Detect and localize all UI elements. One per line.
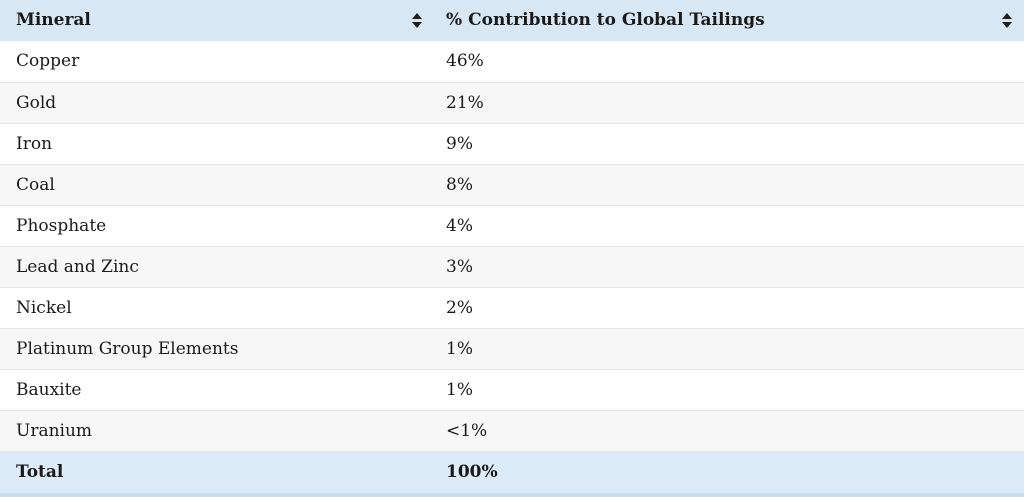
column-header-mineral-label: Mineral: [16, 10, 91, 30]
mineral-cell: Coal: [16, 174, 55, 195]
table-row: Uranium <1%: [0, 410, 1024, 451]
sort-updown-icon[interactable]: [412, 13, 422, 28]
table-row: Iron 9%: [0, 123, 1024, 164]
table-row: Bauxite 1%: [0, 369, 1024, 410]
sort-down-arrow-icon: [1002, 22, 1012, 28]
table-header-row: Mineral % Contribution to Global Tailing…: [0, 0, 1024, 41]
sort-up-arrow-icon: [1002, 13, 1012, 19]
mineral-cell: Phosphate: [16, 215, 107, 236]
sort-down-arrow-icon: [412, 22, 422, 28]
table-body: Copper 46% Gold 21% Iron 9% Coal 8% Phosphate 4% L…: [0, 41, 1024, 451]
value-cell: 4%: [446, 215, 473, 236]
table-row: Nickel 2%: [0, 287, 1024, 328]
mineral-cell: Lead and Zinc: [16, 256, 139, 277]
table-row: Coal 8%: [0, 164, 1024, 205]
value-cell: 3%: [446, 256, 473, 277]
value-cell: 9%: [446, 133, 473, 154]
value-cell: 46%: [446, 51, 484, 71]
column-header-contribution-label: % Contribution to Global Tailings: [446, 10, 765, 30]
mineral-cell: Uranium: [16, 420, 93, 441]
mineral-cell: Copper: [16, 51, 80, 71]
value-cell: 8%: [446, 174, 473, 195]
table-row: Phosphate 4%: [0, 205, 1024, 246]
value-cell: 21%: [446, 92, 484, 113]
total-label: Total: [16, 461, 64, 482]
table-row: Lead and Zinc 3%: [0, 246, 1024, 287]
mineral-cell: Gold: [16, 92, 57, 113]
bottom-accent-strip: [0, 493, 1024, 497]
column-header-mineral[interactable]: Mineral: [0, 0, 430, 41]
mineral-cell: Iron: [16, 133, 53, 154]
table-row: Copper 46%: [0, 41, 1024, 82]
value-cell: 2%: [446, 297, 473, 318]
sort-updown-icon[interactable]: [1002, 13, 1012, 28]
value-cell: <1%: [446, 420, 488, 441]
mineral-cell: Platinum Group Elements: [16, 338, 239, 359]
value-cell: 1%: [446, 379, 473, 400]
total-value: 100%: [446, 461, 498, 482]
value-cell: 1%: [446, 338, 473, 359]
column-header-contribution[interactable]: % Contribution to Global Tailings: [430, 0, 1024, 41]
table-row: Gold 21%: [0, 82, 1024, 123]
mineral-cell: Nickel: [16, 297, 72, 318]
mineral-cell: Bauxite: [16, 379, 82, 400]
sort-up-arrow-icon: [412, 13, 422, 19]
table-row: Platinum Group Elements 1%: [0, 328, 1024, 369]
total-row: Total 100%: [0, 451, 1024, 493]
